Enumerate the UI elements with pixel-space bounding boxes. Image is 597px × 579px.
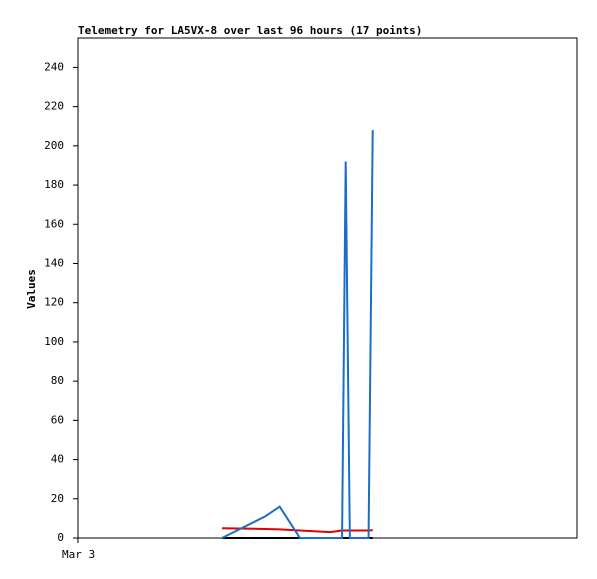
y-axis-label: Values: [25, 269, 38, 309]
y-tick-label: 220: [44, 100, 64, 113]
series-line: [221, 527, 373, 534]
x-tick-label: Mar 3: [62, 548, 95, 561]
series-line: [221, 130, 374, 539]
y-tick-label: 80: [51, 374, 64, 387]
y-tick-label: 180: [44, 178, 64, 191]
y-tick-label: 100: [44, 335, 64, 348]
y-tick-label: 20: [51, 492, 64, 505]
y-tick-label: 60: [51, 413, 64, 426]
y-tick-label: 0: [57, 531, 64, 544]
y-tick-label: 240: [44, 60, 64, 73]
y-tick-label: 140: [44, 256, 64, 269]
y-tick-label: 120: [44, 296, 64, 309]
plot-frame: [77, 37, 578, 539]
y-tick-label: 200: [44, 139, 64, 152]
y-tick-label: 160: [44, 217, 64, 230]
y-tick-label: 40: [51, 453, 64, 466]
chart-title: Telemetry for LA5VX-8 over last 96 hours…: [78, 24, 422, 37]
